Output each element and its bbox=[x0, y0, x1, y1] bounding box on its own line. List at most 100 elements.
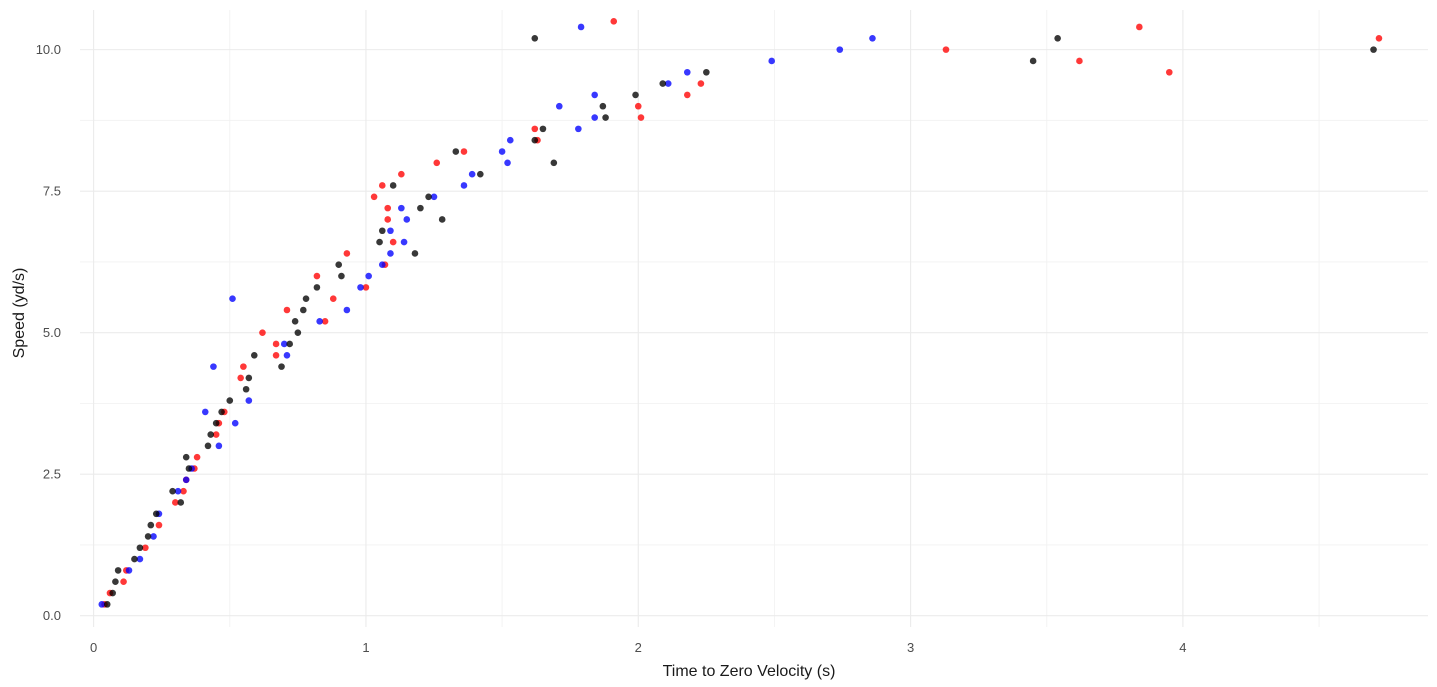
data-point bbox=[240, 363, 247, 370]
data-point bbox=[703, 68, 710, 76]
data-point bbox=[438, 216, 446, 223]
data-point bbox=[468, 170, 476, 178]
data-point bbox=[398, 204, 405, 212]
data-point bbox=[335, 261, 343, 269]
x-tick-label: 1 bbox=[362, 640, 369, 655]
data-point bbox=[280, 340, 288, 348]
data-point bbox=[1076, 57, 1083, 65]
data-point bbox=[286, 340, 293, 348]
data-point bbox=[343, 250, 351, 257]
x-axis-ticks: 0 1 2 3 4 bbox=[90, 640, 1187, 655]
data-point bbox=[460, 182, 468, 189]
data-point bbox=[378, 261, 386, 269]
data-point bbox=[226, 397, 234, 404]
data-point bbox=[768, 57, 776, 65]
data-point bbox=[114, 567, 122, 574]
data-point bbox=[550, 159, 558, 167]
data-point bbox=[365, 272, 372, 280]
data-point bbox=[362, 284, 370, 291]
data-point bbox=[125, 567, 133, 574]
data-point bbox=[942, 46, 950, 53]
data-point bbox=[316, 318, 323, 325]
y-tick-label: 5.0 bbox=[43, 325, 61, 340]
data-point bbox=[389, 182, 397, 189]
data-point bbox=[452, 148, 460, 155]
data-point bbox=[212, 431, 220, 438]
data-point bbox=[531, 136, 539, 144]
data-point bbox=[272, 351, 280, 359]
data-point bbox=[245, 374, 253, 382]
data-point bbox=[294, 329, 302, 336]
data-point bbox=[291, 318, 299, 325]
data-point bbox=[174, 487, 182, 495]
data-point bbox=[218, 408, 225, 416]
y-tick-label: 7.5 bbox=[43, 184, 61, 199]
data-point bbox=[602, 114, 609, 121]
data-point bbox=[98, 601, 106, 608]
x-axis-title: Time to Zero Velocity (s) bbox=[663, 663, 836, 680]
data-point bbox=[245, 397, 253, 404]
data-point bbox=[634, 102, 642, 110]
data-point bbox=[610, 18, 618, 25]
data-point bbox=[387, 227, 394, 235]
data-point bbox=[169, 487, 176, 495]
data-point bbox=[378, 227, 386, 235]
x-tick-label: 0 bbox=[90, 640, 97, 655]
data-point bbox=[242, 385, 250, 393]
data-point bbox=[136, 544, 144, 552]
data-point bbox=[398, 170, 405, 178]
data-point bbox=[836, 46, 844, 53]
data-point bbox=[1029, 57, 1037, 65]
y-tick-label: 10.0 bbox=[36, 42, 61, 57]
data-point bbox=[144, 533, 152, 540]
data-point bbox=[272, 340, 280, 348]
y-axis-title: Speed (yd/s) bbox=[11, 268, 28, 359]
data-point bbox=[683, 68, 691, 76]
data-point bbox=[109, 589, 116, 597]
data-point bbox=[210, 363, 217, 370]
data-point bbox=[477, 170, 484, 178]
data-point bbox=[697, 80, 705, 87]
data-point bbox=[683, 91, 691, 99]
data-point bbox=[555, 102, 563, 110]
data-point bbox=[591, 91, 598, 99]
data-point bbox=[400, 238, 408, 246]
data-point bbox=[215, 442, 223, 450]
data-point bbox=[172, 499, 179, 506]
data-point bbox=[177, 499, 185, 506]
data-point bbox=[231, 419, 239, 427]
x-tick-label: 2 bbox=[635, 640, 642, 655]
y-tick-label: 2.5 bbox=[43, 467, 61, 482]
data-point bbox=[193, 453, 201, 461]
data-point bbox=[433, 159, 441, 167]
data-point bbox=[376, 238, 383, 246]
data-point bbox=[1370, 46, 1377, 53]
y-axis-ticks: 0.0 2.5 5.0 7.5 10.0 bbox=[36, 42, 61, 623]
data-point bbox=[591, 114, 598, 121]
data-point bbox=[506, 136, 514, 144]
data-point bbox=[430, 193, 438, 201]
data-point bbox=[357, 284, 364, 291]
data-point bbox=[150, 533, 157, 540]
data-point bbox=[378, 182, 386, 189]
data-point bbox=[664, 80, 672, 87]
data-point bbox=[201, 408, 209, 416]
data-points bbox=[98, 18, 1383, 608]
data-point bbox=[212, 419, 220, 427]
data-point bbox=[180, 487, 187, 495]
data-point bbox=[300, 306, 307, 314]
data-point bbox=[103, 601, 111, 608]
x-tick-label: 4 bbox=[1179, 640, 1186, 655]
data-point bbox=[1165, 68, 1173, 76]
data-point bbox=[403, 216, 411, 223]
data-point bbox=[389, 238, 397, 246]
data-point bbox=[313, 284, 321, 291]
data-point bbox=[1136, 23, 1143, 31]
data-point bbox=[155, 521, 163, 529]
data-point bbox=[1054, 35, 1061, 42]
data-point bbox=[460, 148, 468, 155]
data-point bbox=[131, 555, 138, 563]
data-point bbox=[632, 91, 639, 99]
data-point bbox=[283, 306, 291, 314]
